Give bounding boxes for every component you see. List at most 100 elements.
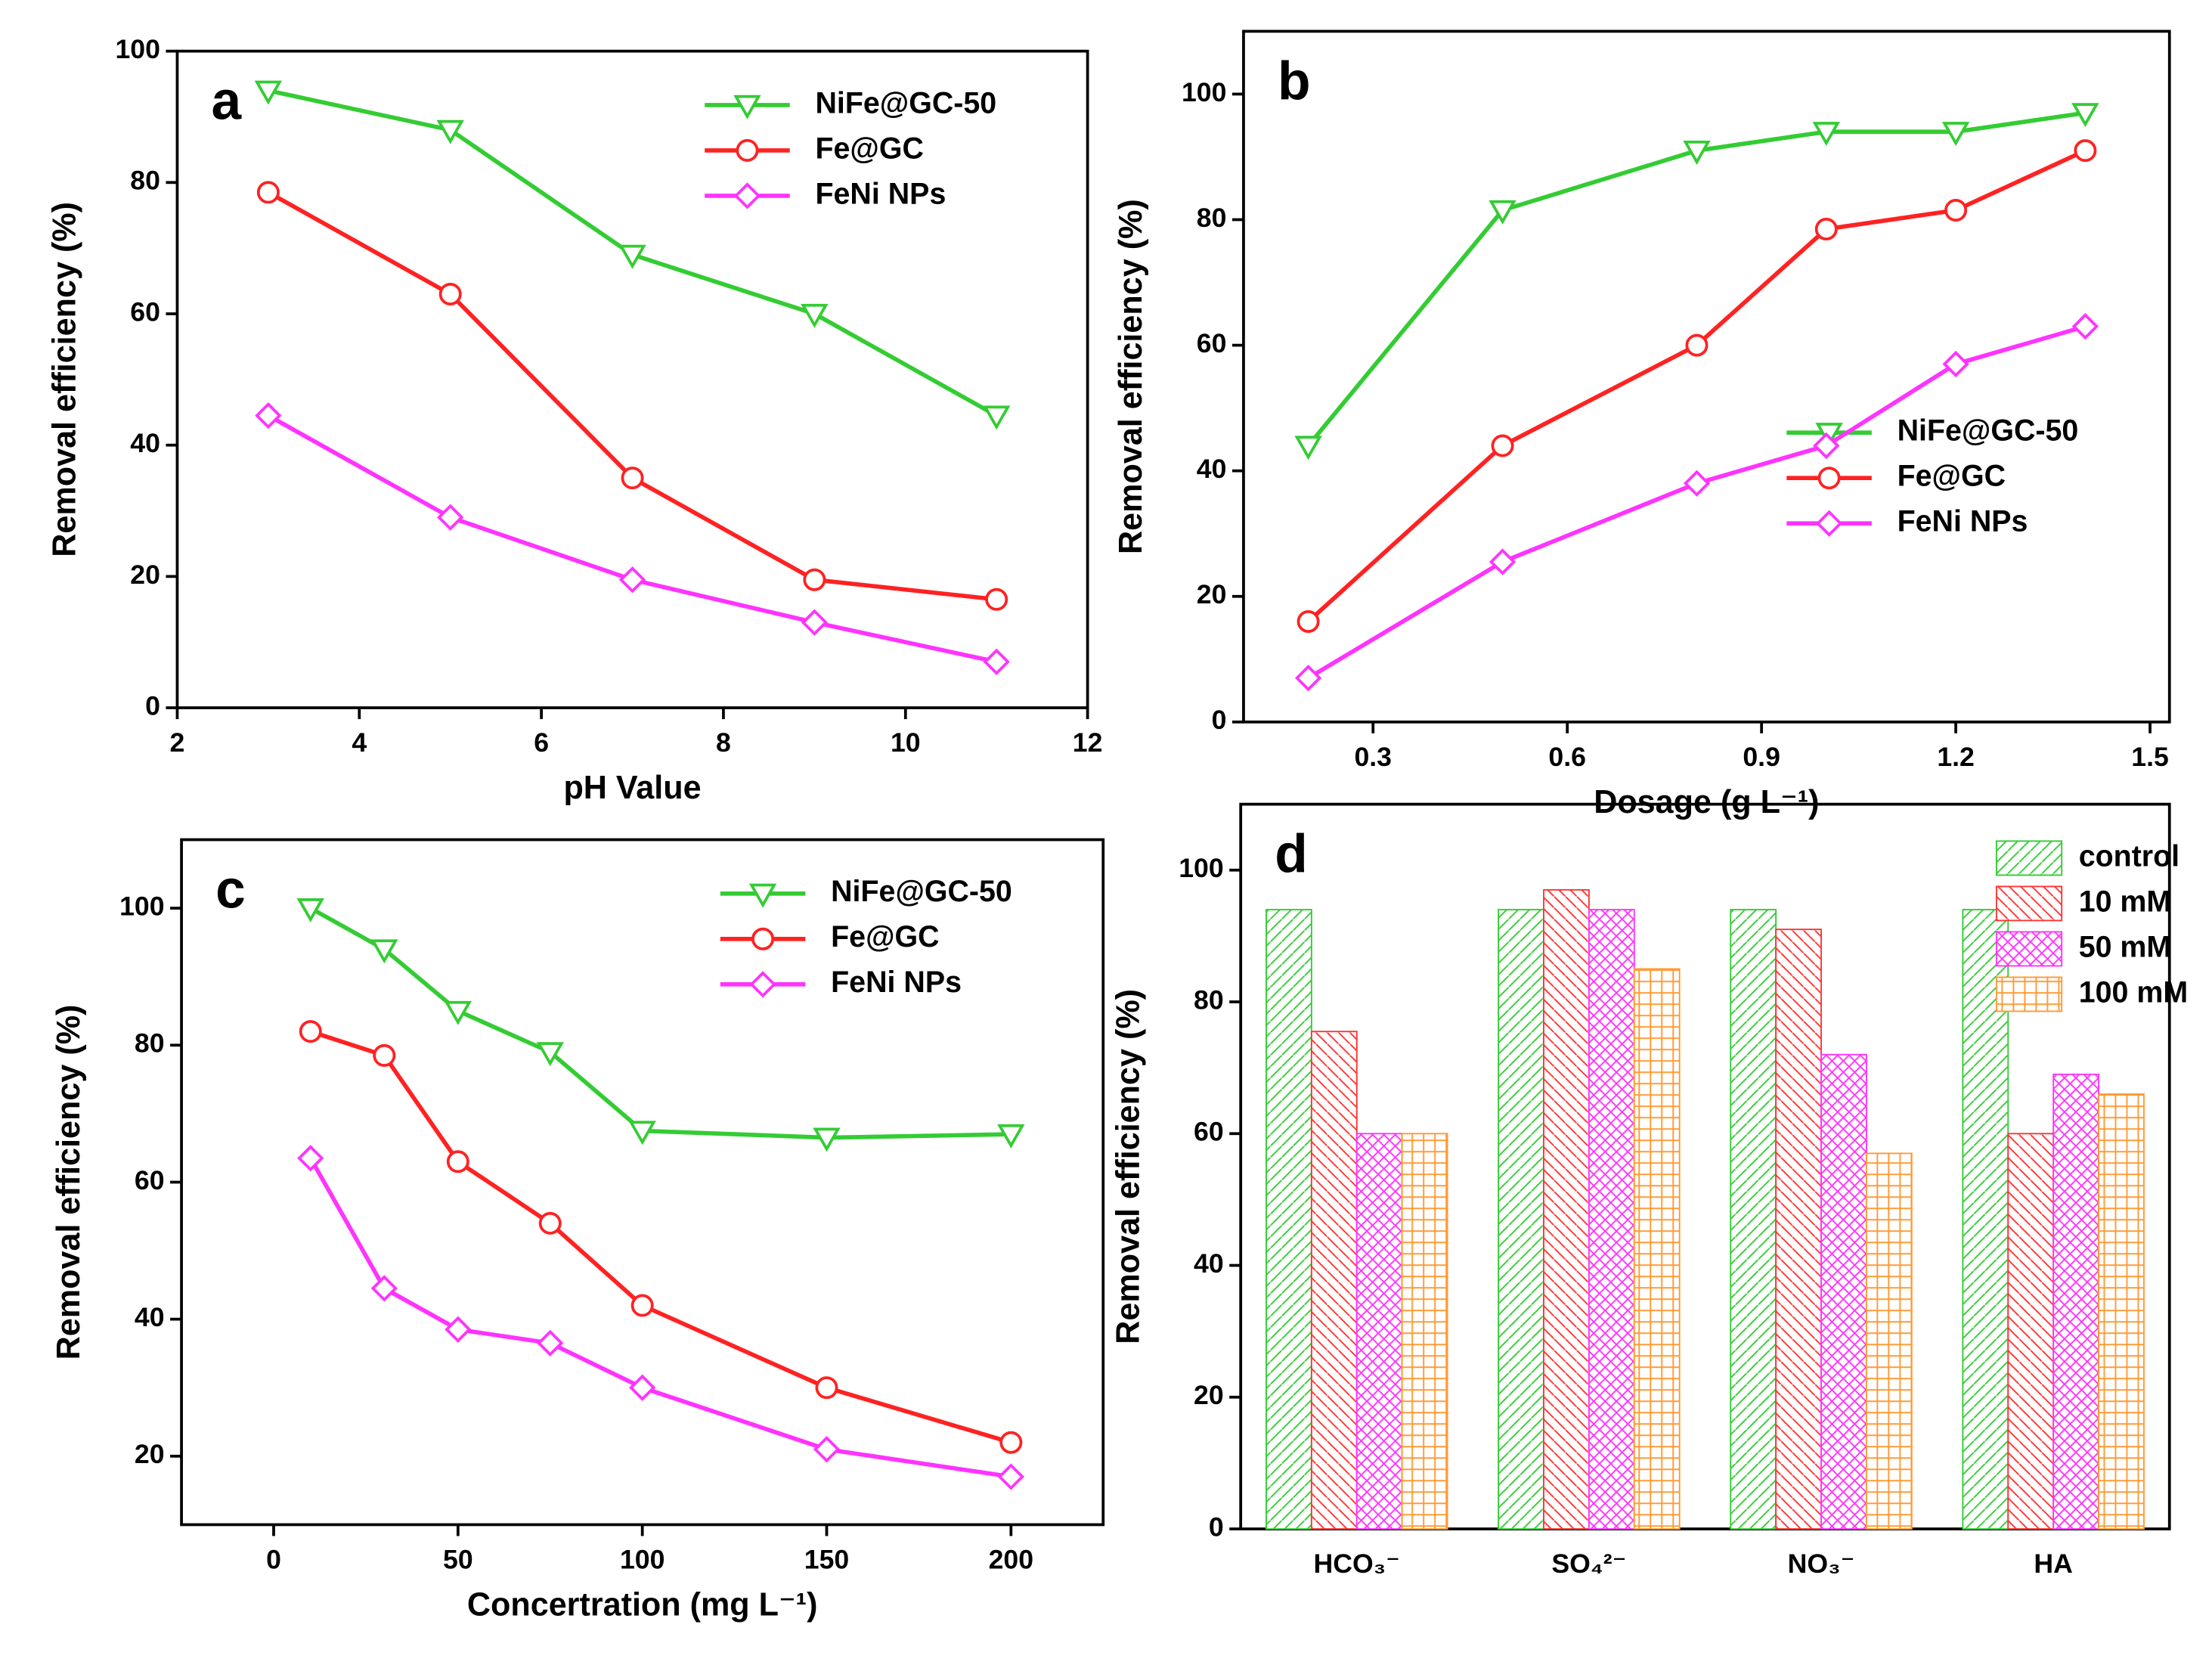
legend-label: Fe@GC: [831, 920, 939, 953]
y-tick-label: 80: [1197, 203, 1227, 233]
marker: [815, 1376, 838, 1400]
bar: [1401, 1133, 1448, 1530]
bar: [2098, 1093, 2145, 1530]
x-tick-label: 150: [804, 1545, 849, 1575]
marker: [1489, 200, 1516, 225]
bar: [1775, 929, 1822, 1530]
y-tick-label: 60: [1197, 328, 1227, 358]
panel-label: d: [1275, 824, 1308, 885]
x-tick-label: 4: [352, 727, 367, 758]
marker: [370, 1275, 398, 1302]
x-tick-label: 8: [716, 727, 731, 758]
bar: [1498, 909, 1544, 1530]
marker: [445, 1316, 472, 1343]
bar: [1588, 909, 1635, 1530]
y-tick-label: 100: [115, 34, 160, 64]
bar: [1730, 909, 1777, 1530]
bar: [1865, 1152, 1913, 1530]
y-tick-label: 0: [145, 690, 160, 721]
y-tick-label: 20: [135, 1439, 165, 1469]
y-tick-label: 100: [1182, 77, 1226, 107]
x-tick-label: 50: [443, 1545, 473, 1575]
marker: [630, 1294, 654, 1317]
y-tick-label: 20: [1197, 579, 1227, 609]
marker: [444, 1000, 472, 1025]
y-tick-label: 80: [1194, 984, 1224, 1015]
y-tick-label: 60: [130, 296, 160, 327]
x-tick-label: 1.2: [1937, 742, 1975, 772]
x-tick-label: 0.9: [1743, 742, 1780, 772]
marker: [437, 504, 464, 531]
x-tick-label: 1.5: [2131, 742, 2169, 772]
legend-marker: [1815, 423, 1843, 447]
marker: [1297, 609, 1320, 633]
marker: [1814, 217, 1838, 240]
marker: [1683, 141, 1711, 165]
bar: [1266, 909, 1312, 1530]
series-line: [267, 414, 997, 665]
x-tick-label: 200: [989, 1545, 1033, 1575]
marker: [813, 1436, 841, 1463]
legend-label: 100 mM: [2079, 975, 2188, 1009]
y-tick-label: 40: [1194, 1248, 1224, 1279]
y-axis-label: Removal efficiency (%): [1113, 199, 1149, 554]
legend-label: FeNi NPs: [1898, 505, 2028, 538]
x-tick-label: 2: [170, 727, 185, 758]
marker: [999, 1431, 1023, 1454]
bar: [1355, 1133, 1403, 1530]
marker: [373, 1043, 396, 1067]
marker: [801, 303, 829, 328]
legend-swatch: [1995, 931, 2063, 967]
marker: [537, 1329, 564, 1357]
y-tick-label: 0: [1212, 705, 1227, 735]
legend-marker: [733, 95, 761, 119]
y-tick-label: 80: [130, 166, 160, 196]
marker: [997, 1124, 1025, 1149]
axes-frame: [175, 49, 1089, 709]
x-axis-label: pH Value: [563, 770, 701, 806]
marker: [297, 1145, 324, 1172]
panel-label: a: [211, 71, 242, 132]
marker: [2071, 313, 2099, 340]
series-line: [1307, 324, 2087, 681]
marker: [1489, 548, 1516, 575]
legend-swatch: [1995, 976, 2063, 1012]
legend-label: NiFe@GC-50: [831, 875, 1012, 908]
marker: [1294, 665, 1322, 692]
legend-marker: [736, 138, 759, 162]
marker: [1942, 350, 1969, 378]
y-tick-label: 60: [135, 1165, 165, 1195]
x-tick-label: 0: [266, 1545, 281, 1575]
bar: [1820, 1053, 1867, 1530]
y-tick-label: 100: [1179, 853, 1223, 883]
axes-frame: [180, 838, 1105, 1527]
bar: [1962, 909, 2009, 1530]
legend-label: Fe@GC: [815, 132, 923, 165]
x-tick-label: 6: [534, 727, 549, 758]
marker: [296, 898, 325, 922]
legend-label: NiFe@GC-50: [815, 86, 996, 119]
marker: [997, 1463, 1024, 1490]
marker: [255, 401, 282, 429]
legend-label: 10 mM: [2079, 885, 2172, 918]
legend-marker: [733, 182, 761, 209]
marker: [1294, 436, 1322, 460]
x-tick-label: HCO₃⁻: [1314, 1549, 1400, 1579]
x-tick-label: 100: [620, 1545, 665, 1575]
marker: [803, 568, 826, 591]
panel-label: b: [1278, 51, 1311, 111]
y-tick-label: 100: [119, 891, 164, 922]
legend-marker: [749, 971, 776, 998]
y-tick-label: 20: [1194, 1380, 1224, 1410]
marker: [536, 1042, 564, 1067]
marker: [813, 1127, 841, 1152]
marker: [1683, 470, 1711, 497]
legend-marker: [748, 883, 777, 908]
x-axis-label: Dosage (g L⁻¹): [1594, 784, 1819, 820]
marker: [985, 588, 1008, 611]
bar: [1633, 968, 1681, 1530]
y-tick-label: 60: [1194, 1117, 1224, 1147]
legend-marker: [1817, 467, 1841, 490]
marker: [438, 282, 462, 305]
marker: [801, 609, 829, 636]
